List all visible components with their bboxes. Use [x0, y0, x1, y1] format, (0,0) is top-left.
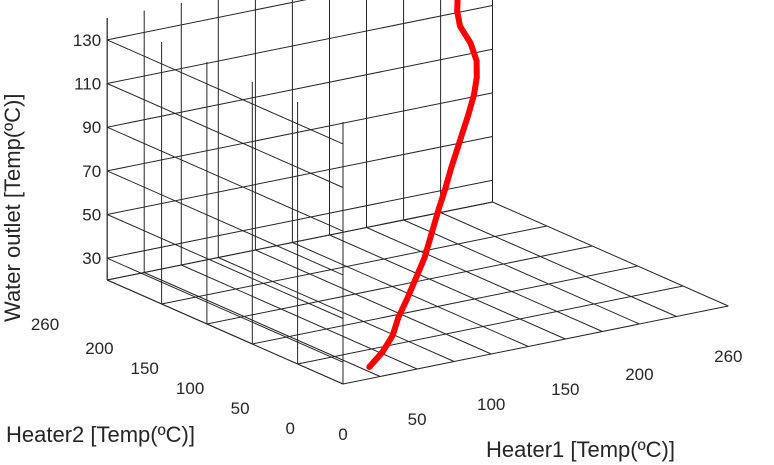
grid-line-y-floor	[206, 245, 593, 325]
y-tick-label: 150	[131, 359, 159, 378]
z-tick-label: 130	[73, 31, 101, 50]
z-tick-label: 30	[82, 249, 101, 268]
x-tick-label: 0	[338, 425, 347, 444]
x-tick-label: 100	[477, 395, 505, 414]
grid-line-x-floor	[106, 279, 344, 385]
grid-line-x-floor	[329, 234, 566, 340]
grid-line-z-left	[106, 170, 344, 276]
z-axis-label: Water outlet [Temp(ºC)]	[0, 94, 25, 323]
x-tick-label: 260	[714, 347, 742, 366]
grid-line-x-floor	[255, 249, 492, 355]
grid-line-z-back	[107, 179, 493, 259]
y-tick-label: 0	[286, 419, 295, 438]
grid-line-x-floor	[440, 212, 677, 317]
grid-line-z-back	[107, 136, 493, 215]
grid-line-y-floor	[161, 225, 547, 305]
y-tick-label: 260	[31, 315, 59, 334]
y-tick-label: 50	[231, 399, 250, 418]
grid-line-x-floor	[366, 227, 603, 332]
grid-line-x-floor	[143, 272, 381, 377]
x-axis-label: Heater1 [Temp(ºC)]	[486, 437, 675, 462]
grid-line-z-left	[106, 214, 344, 319]
grid-line-y-floor	[297, 285, 684, 365]
series-line	[366, 0, 480, 370]
y-tick-label: 100	[176, 379, 204, 398]
grid-line-y-floor	[107, 201, 493, 281]
grid-line-z-left	[106, 83, 344, 188]
grid-lines	[106, 0, 729, 385]
grid-line-z-back	[107, 92, 493, 172]
grid-line-x-floor	[218, 257, 455, 362]
z-tick-label: 70	[82, 162, 101, 181]
grid-line-z-left	[106, 126, 344, 232]
y-tick-label: 200	[85, 339, 113, 358]
grid-line-x-floor	[403, 219, 640, 325]
y-axis-label: Heater2 [Temp(ºC)]	[6, 422, 195, 447]
x-tick-label: 200	[625, 365, 653, 384]
z-tick-label: 110	[74, 75, 101, 94]
grid-line-x-floor	[181, 264, 418, 370]
z-tick-label: 50	[82, 206, 101, 225]
z-tick-label: 90	[82, 118, 101, 137]
x-tick-label: 150	[551, 380, 579, 399]
grid-line-z-left	[106, 257, 344, 363]
x-tick-label: 50	[408, 410, 427, 429]
grid-line-x-floor	[492, 201, 729, 307]
grid-line-z-back	[107, 48, 493, 128]
grid-line-z-left	[106, 39, 344, 145]
grid-line-z-back	[107, 5, 493, 84]
tick-labels: 0 50 100 150 200 260 0 50 100 150 200 260 30 50 70 90 11…	[31, 31, 743, 444]
grid-line-y-floor	[342, 305, 729, 385]
grid-line-z-back	[107, 0, 307, 41]
grid-line-y-floor	[252, 265, 638, 345]
series-layer	[366, 0, 480, 370]
